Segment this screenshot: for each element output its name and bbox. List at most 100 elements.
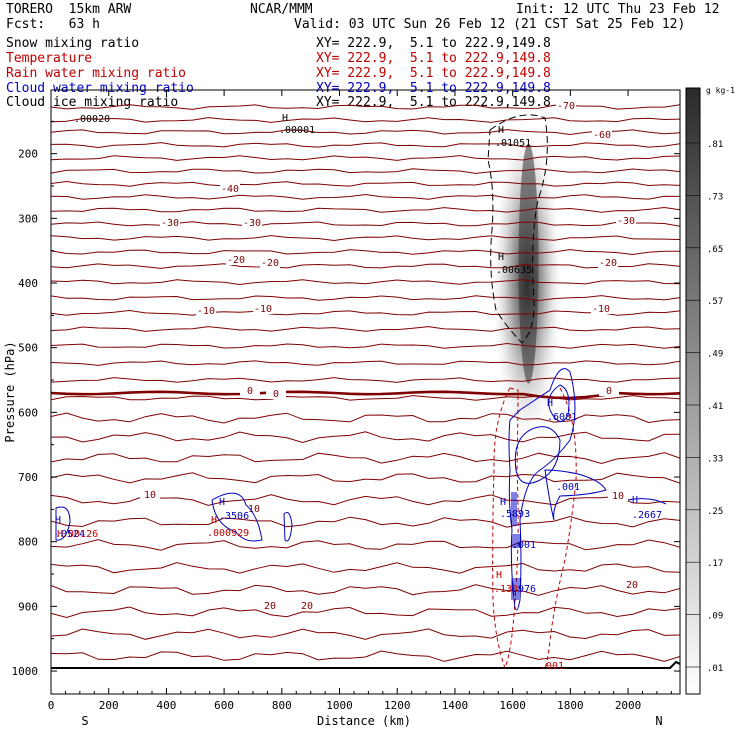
isotherm-line (51, 221, 680, 227)
temperature-label-bg (260, 258, 280, 268)
colorbar-label: .17 (707, 559, 723, 569)
annotation-cloud: H (55, 515, 61, 526)
isotherm-line (51, 562, 680, 574)
y-tick-label: 700 (18, 471, 38, 484)
field-name-snow: Snow mixing ratio (6, 36, 140, 51)
y-tick-label: 500 (18, 342, 38, 355)
temperature-label: 0 (247, 386, 253, 397)
temperature-label-bg (253, 304, 273, 314)
annotation-rain: .000929 (207, 528, 249, 539)
x-tick-label: 1400 (442, 699, 469, 712)
temperature-label-bg (266, 389, 286, 399)
annotation-cloud: .0524 (55, 529, 85, 540)
temperature-label-bg (599, 386, 619, 396)
isotherm-line (51, 263, 680, 269)
cloud-water-contour (508, 368, 576, 611)
annotation-cloud: .2667 (632, 510, 662, 521)
x-tick-label: 800 (272, 699, 292, 712)
annotation-cloud: H (632, 495, 638, 506)
temperature-label: 0 (606, 386, 612, 397)
temperature-label: 20 (626, 580, 638, 591)
terrain-line (51, 660, 680, 669)
isotherm-line (51, 168, 680, 174)
isotherm-line (51, 206, 680, 213)
temperature-label-bg (622, 580, 642, 590)
isotherm-line (51, 142, 680, 149)
colorbar-label: .57 (707, 297, 723, 307)
isotherm-line (51, 104, 680, 110)
plot-frame (50, 89, 681, 695)
colorbar-label: .25 (707, 507, 723, 517)
isotherm-line (51, 249, 680, 256)
temperature-label-bg (592, 130, 612, 140)
x-tick-label: 600 (214, 699, 234, 712)
init-time: Init: 12 UTC Thu 23 Feb 12 (516, 2, 720, 17)
cloud-ice-contour (487, 114, 548, 344)
annotation-rain: .00126 (62, 529, 98, 540)
isotherm-line (51, 295, 680, 302)
field-xy-cloud-water: XY= 222.9, 5.1 to 222.9,149.8 (316, 81, 551, 96)
annotation-cloud: .3506 (219, 511, 249, 522)
org-label: NCAR/MMM (250, 2, 313, 17)
isotherm-line (51, 650, 680, 662)
temperature-label: -10 (254, 304, 272, 315)
temperature-label: -60 (593, 130, 611, 141)
x-tick-label: 1800 (557, 699, 584, 712)
temperature-label: 20 (301, 601, 313, 612)
isotherm-line (51, 235, 680, 242)
annotation-snow: H (282, 113, 288, 124)
temperature-label: 10 (612, 491, 624, 502)
temperature-label-bg (140, 490, 160, 500)
isotherm-line (51, 472, 680, 484)
cloud-water-contour (55, 506, 71, 541)
cloud-water-contour (627, 498, 667, 505)
ice-shading-core (518, 143, 539, 384)
annotation-cloud: .976 (512, 584, 536, 595)
isotherm-line (51, 129, 680, 136)
isotherm-line (51, 412, 680, 424)
isotherm-line (51, 309, 680, 316)
isotherm-line (51, 431, 680, 444)
temperature-label: -20 (261, 258, 279, 269)
annotation-rain: .133 (494, 584, 518, 595)
annotation-ice: H (498, 125, 504, 136)
temperature-label: -20 (599, 258, 617, 269)
cloud-water-contour (548, 384, 570, 422)
y-tick-label: 1000 (12, 665, 39, 678)
annotation-ice: .00635 (496, 265, 532, 276)
temperature-label-bg (608, 491, 628, 501)
cloud-water-contour (283, 511, 293, 542)
temperature-label-bg (196, 306, 216, 316)
temperature-label-bg (244, 504, 264, 514)
annotation-cloud: H (219, 497, 225, 508)
isotherm-line (51, 342, 680, 349)
x-axis-label: Distance (km) (317, 714, 411, 728)
south-label: S (81, 714, 88, 728)
annotation-ice: H (498, 252, 504, 263)
cloud-water-contour (514, 426, 561, 484)
x-tick-label: 1000 (326, 699, 353, 712)
temperature-label: -70 (557, 101, 575, 112)
isotherm-line (51, 279, 680, 286)
colorbar-label: .01 (707, 664, 723, 674)
temperature-label: -40 (221, 184, 239, 195)
annotation-cloud: H (547, 398, 553, 409)
isotherm-line (51, 606, 680, 619)
temperature-label: 10 (248, 504, 260, 515)
isotherm-line (51, 539, 680, 551)
isotherm-line (51, 360, 680, 366)
temperature-label: -10 (592, 304, 610, 315)
temperature-label-bg (226, 255, 246, 265)
temperature-label-bg (220, 184, 240, 194)
field-xy-rain: XY= 222.9, 5.1 to 222.9,149.8 (316, 66, 551, 81)
isotherm-line (51, 628, 680, 640)
annotation-cloud: .6081 (547, 412, 577, 423)
cloud-water-contour (211, 492, 263, 542)
rain-contour (544, 387, 577, 669)
x-tick-label: 1600 (499, 699, 526, 712)
north-label: N (655, 714, 662, 728)
y-tick-label: 600 (18, 406, 38, 419)
annotation-snow: .00001 (279, 125, 315, 136)
isotherm-line (51, 452, 680, 465)
